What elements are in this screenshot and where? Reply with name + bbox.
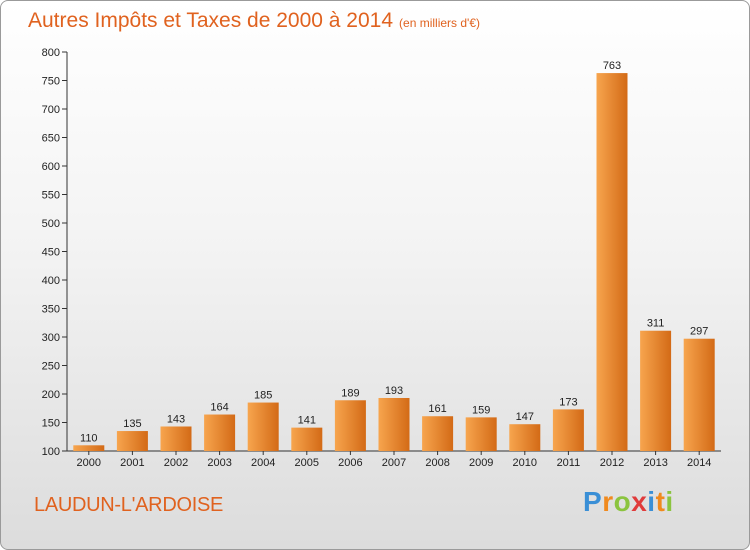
logo-letter: i [647,486,656,517]
bar [116,431,148,451]
data-label: 143 [167,413,185,425]
x-tick-label: 2007 [382,457,406,469]
x-tick-label: 2006 [338,457,362,469]
logo-letter: o [613,486,632,517]
data-label: 189 [341,387,359,399]
data-label: 311 [647,318,665,330]
bar [334,400,366,451]
x-tick-label: 2014 [687,457,711,469]
y-tick-label: 650 [42,133,60,145]
x-tick-label: 2002 [164,457,188,469]
y-tick-label: 550 [42,190,60,202]
y-tick-label: 100 [42,446,60,458]
bar [640,330,672,451]
data-label: 141 [298,415,316,427]
x-tick-label: 2012 [600,457,624,469]
logo-letter: x [631,486,648,517]
y-tick-label: 400 [42,275,60,287]
bar [204,414,236,451]
data-label: 193 [385,385,403,397]
y-tick-label: 300 [42,332,60,344]
x-tick-label: 2010 [513,457,537,469]
bar [683,338,715,451]
x-tick-label: 2013 [643,457,667,469]
proxiti-logo: Proxiti [583,486,674,518]
data-label: 297 [690,326,708,338]
x-tick-label: 2001 [120,457,144,469]
bar [596,73,628,451]
bar [465,417,497,451]
chart-title-main: Autres Impôts et Taxes de 2000 à 2014 [28,9,394,32]
data-label: 135 [123,418,141,430]
y-tick-label: 250 [42,361,60,373]
data-label: 763 [603,60,621,72]
x-tick-label: 2000 [77,457,101,469]
chart-title-unit: (en milliers d'€) [399,16,481,30]
bar [247,402,279,451]
bar [509,424,541,451]
data-label: 110 [80,432,98,444]
logo-letter: t [655,486,666,517]
x-tick-label: 2011 [557,457,581,469]
bar [422,416,454,451]
x-tick-label: 2003 [207,457,231,469]
chart-title: Autres Impôts et Taxes de 2000 à 2014 (en… [28,9,480,33]
data-label: 161 [428,403,446,415]
y-tick-label: 800 [42,47,60,59]
y-tick-label: 600 [42,161,60,173]
data-label: 173 [559,396,577,408]
y-tick-label: 500 [42,218,60,230]
data-label: 147 [516,411,534,423]
x-tick-label: 2005 [295,457,319,469]
bar [378,397,410,451]
logo-letter: r [602,486,614,517]
logo-letter: i [665,486,674,517]
y-tick-label: 700 [42,104,60,116]
y-tick-label: 350 [42,304,60,316]
y-tick-label: 750 [42,76,60,88]
bar [552,409,584,451]
y-tick-label: 450 [42,247,60,259]
data-label: 159 [472,404,490,416]
bar [160,426,192,451]
data-label: 185 [254,390,272,402]
x-tick-label: 2009 [469,457,493,469]
bar [73,445,105,451]
y-tick-label: 200 [42,389,60,401]
commune-name: LAUDUN-L'ARDOISE [34,494,224,516]
x-tick-label: 2004 [251,457,275,469]
bar [291,427,323,451]
y-tick-label: 150 [42,418,60,430]
data-label: 164 [210,402,228,414]
logo-letter: P [583,486,603,517]
x-tick-label: 2008 [425,457,449,469]
